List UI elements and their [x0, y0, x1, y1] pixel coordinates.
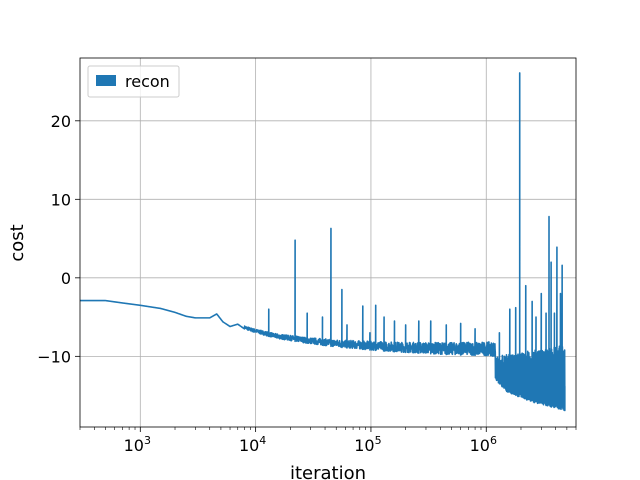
x-tick-label: 105	[354, 434, 381, 455]
y-axis-label: cost	[7, 224, 28, 261]
y-axis: −10 0 10 20	[37, 112, 80, 366]
y-tick-label: 10	[51, 190, 71, 209]
x-tick-label: 106	[470, 434, 497, 455]
x-tick-label: 104	[239, 434, 266, 455]
y-tick-label: 0	[61, 269, 71, 288]
y-tick-label: 20	[51, 112, 71, 131]
series-recon-line	[79, 72, 566, 412]
legend-box	[87, 65, 180, 98]
x-axis: 103 104 105 106	[79, 427, 577, 455]
y-tick-label: −10	[37, 347, 71, 366]
grid	[80, 58, 576, 427]
legend: recon	[87, 65, 180, 98]
legend-label-recon: recon	[125, 72, 170, 91]
plot-frame	[79, 57, 577, 428]
x-tick-label: 103	[124, 434, 151, 455]
legend-swatch-recon	[96, 75, 116, 86]
x-axis-label: iteration	[290, 463, 366, 480]
